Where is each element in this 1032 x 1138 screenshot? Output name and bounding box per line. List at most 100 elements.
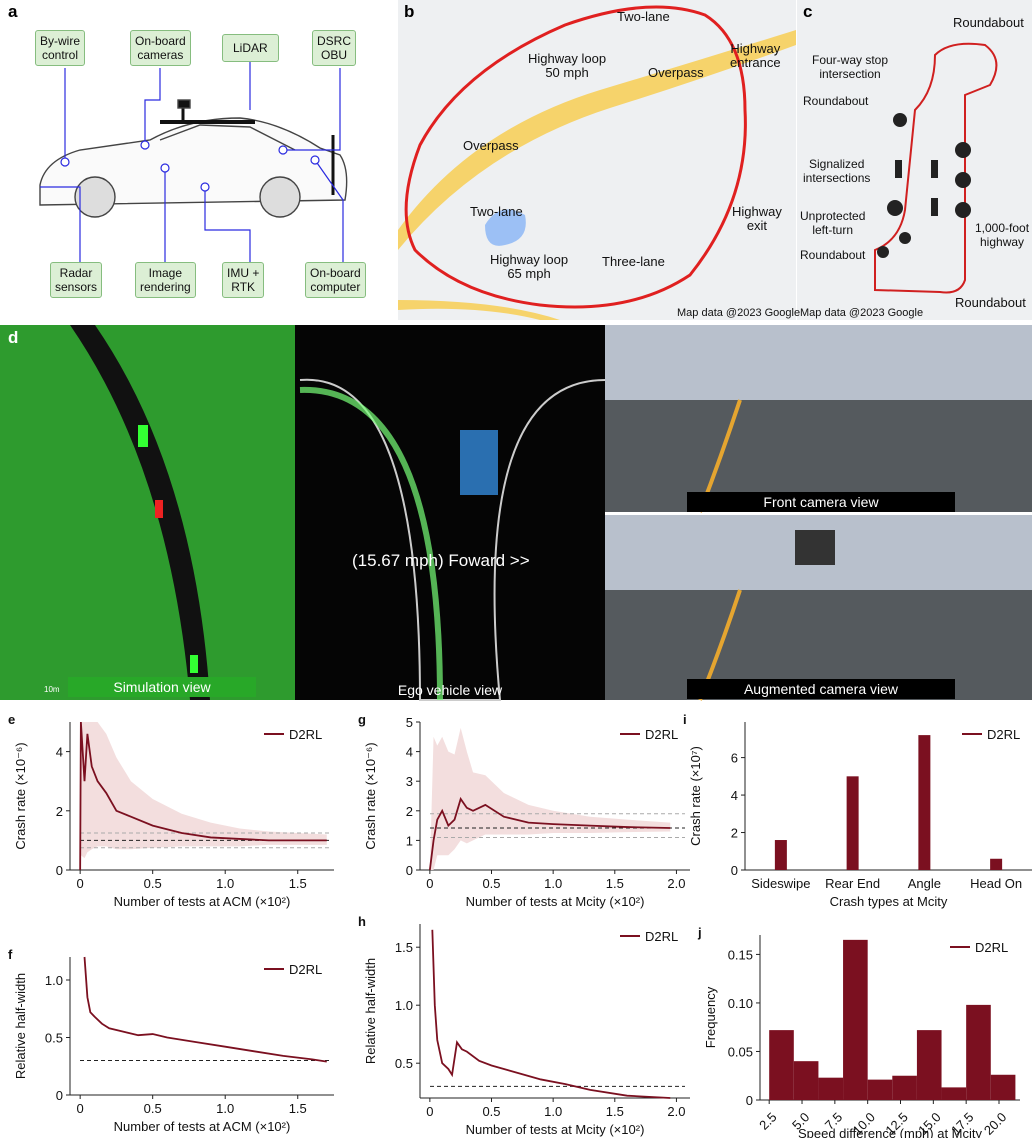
- legend-label: D2RL: [975, 940, 1008, 955]
- view-caption: Front camera view: [687, 492, 955, 512]
- panel-label: a: [8, 2, 17, 22]
- y-tick-label: 2: [56, 804, 63, 819]
- y-axis-label: Relative half-width: [363, 958, 378, 1064]
- panel-label: i: [683, 712, 687, 727]
- x-tick-label: Rear End: [825, 876, 880, 891]
- y-tick-label: 5: [406, 715, 413, 730]
- panel-label: c: [803, 2, 812, 22]
- y-tick-label: 2: [731, 826, 738, 841]
- map-annotation: Highway exit: [732, 205, 782, 233]
- x-tick-label: 0.5: [482, 876, 500, 891]
- bar: [990, 859, 1002, 870]
- confidence-band: [430, 728, 670, 870]
- y-axis-label: Relative half-width: [13, 973, 28, 1079]
- histogram-bar: [917, 1030, 942, 1100]
- y-axis-label: Crash rate (×10⁻⁶): [13, 742, 28, 849]
- x-tick-label: 1.5: [606, 876, 624, 891]
- component-box: Image rendering: [135, 262, 196, 298]
- panel-label: f: [8, 947, 13, 962]
- component-box: On-board cameras: [130, 30, 191, 66]
- component-box: By-wire control: [35, 30, 85, 66]
- x-tick-label: 2.0: [667, 876, 685, 891]
- y-tick-label: 0: [56, 863, 63, 878]
- map-annotation: Overpass: [648, 66, 704, 80]
- histogram-bar: [843, 940, 868, 1100]
- x-axis-label: Number of tests at Mcity (×10²): [466, 894, 645, 909]
- map-annotation: Roundabout: [955, 296, 1026, 310]
- map-annotation: Roundabout: [800, 248, 865, 262]
- y-axis-label: Crash rate (×10⁻⁶): [363, 742, 378, 849]
- y-tick-label: 4: [56, 745, 63, 760]
- map-annotation: Highway entrance: [730, 42, 781, 70]
- legend-label: D2RL: [289, 962, 322, 977]
- legend-label: D2RL: [645, 929, 678, 944]
- y-tick-label: 1: [406, 833, 413, 848]
- y-tick-label: 0: [56, 1088, 63, 1103]
- x-axis-label: Number of tests at ACM (×10²): [114, 1119, 291, 1134]
- bar: [847, 776, 859, 870]
- y-tick-label: 0: [731, 863, 738, 878]
- legend-label: D2RL: [289, 727, 322, 742]
- map-annotation: Three-lane: [602, 255, 665, 269]
- component-box: Radar sensors: [50, 262, 102, 298]
- y-tick-label: 1.5: [395, 940, 413, 955]
- histogram-bar: [868, 1080, 893, 1100]
- scale-label: 10m: [44, 680, 60, 700]
- y-tick-label: 1.0: [45, 973, 63, 988]
- x-tick-label: 2.5: [756, 1109, 779, 1132]
- map-annotation: Overpass: [463, 139, 519, 153]
- map-annotation: Unprotected left-turn: [800, 209, 865, 237]
- figure: e 0 2 4 0 0.5 1.0 1.5 Crash rate (×10⁻⁶) Number o…: [0, 0, 1032, 1138]
- x-tick-label: Head On: [970, 876, 1022, 891]
- x-tick-label: 0: [426, 876, 433, 891]
- map-annotation: Four-way stop intersection: [812, 53, 888, 81]
- x-axis-label: Number of tests at Mcity (×10²): [466, 1122, 645, 1137]
- x-tick-label: 1.0: [216, 876, 234, 891]
- legend-label: D2RL: [987, 727, 1020, 742]
- histogram-bar: [991, 1075, 1016, 1100]
- x-tick-label: 1.0: [544, 876, 562, 891]
- map-annotation: Two-lane: [470, 205, 523, 219]
- x-axis-label: Crash types at Mcity: [830, 894, 948, 909]
- x-tick-label: 0: [77, 876, 84, 891]
- speed-text: (15.67 mph) Foward >>: [352, 551, 530, 571]
- panel-label: e: [8, 712, 15, 727]
- y-axis-label: Crash rate (×10⁷): [688, 746, 703, 846]
- x-tick-label: 1.5: [289, 1101, 307, 1116]
- histogram-bar: [769, 1030, 794, 1100]
- panel-label: b: [404, 2, 414, 22]
- x-tick-label: 0.5: [482, 1104, 500, 1119]
- panel-label: j: [697, 925, 702, 940]
- x-tick-label: 1.0: [216, 1101, 234, 1116]
- map-annotation: Roundabout: [953, 16, 1024, 30]
- map-annotation: Roundabout: [803, 94, 868, 108]
- view-caption: Simulation view: [68, 677, 256, 697]
- map-credit: Map data @2023 Google: [800, 306, 923, 320]
- y-tick-label: 1.0: [395, 998, 413, 1013]
- series-line: [432, 930, 670, 1098]
- y-tick-label: 0.5: [395, 1056, 413, 1071]
- x-tick-label: 1.5: [289, 876, 307, 891]
- map-credit: Map data @2023 Google: [677, 306, 800, 320]
- x-tick-label: 0.5: [144, 1101, 162, 1116]
- x-tick-label: 0: [77, 1101, 84, 1116]
- y-tick-label: 0.15: [728, 947, 753, 962]
- x-tick-label: 1.0: [544, 1104, 562, 1119]
- view-caption: Ego vehicle view: [370, 680, 530, 700]
- x-tick-label: Sideswipe: [751, 876, 810, 891]
- x-tick-label: 2.0: [667, 1104, 685, 1119]
- y-tick-label: 4: [406, 745, 413, 760]
- component-box: DSRC OBU: [312, 30, 356, 66]
- map-annotation: Highway loop 50 mph: [528, 52, 606, 80]
- histogram-bar: [966, 1005, 991, 1100]
- x-axis-label: Number of tests at ACM (×10²): [114, 894, 291, 909]
- y-tick-label: 4: [731, 788, 738, 803]
- y-axis-label: Frequency: [703, 986, 718, 1048]
- x-tick-label: 1.5: [606, 1104, 624, 1119]
- x-axis-label: Speed difference (mph) at Mcity: [798, 1126, 983, 1138]
- y-tick-label: 0.10: [728, 996, 753, 1011]
- component-box: On-board computer: [305, 262, 366, 298]
- y-tick-label: 0.5: [45, 1031, 63, 1046]
- x-tick-label: 0.5: [144, 876, 162, 891]
- component-box: LiDAR: [222, 34, 279, 62]
